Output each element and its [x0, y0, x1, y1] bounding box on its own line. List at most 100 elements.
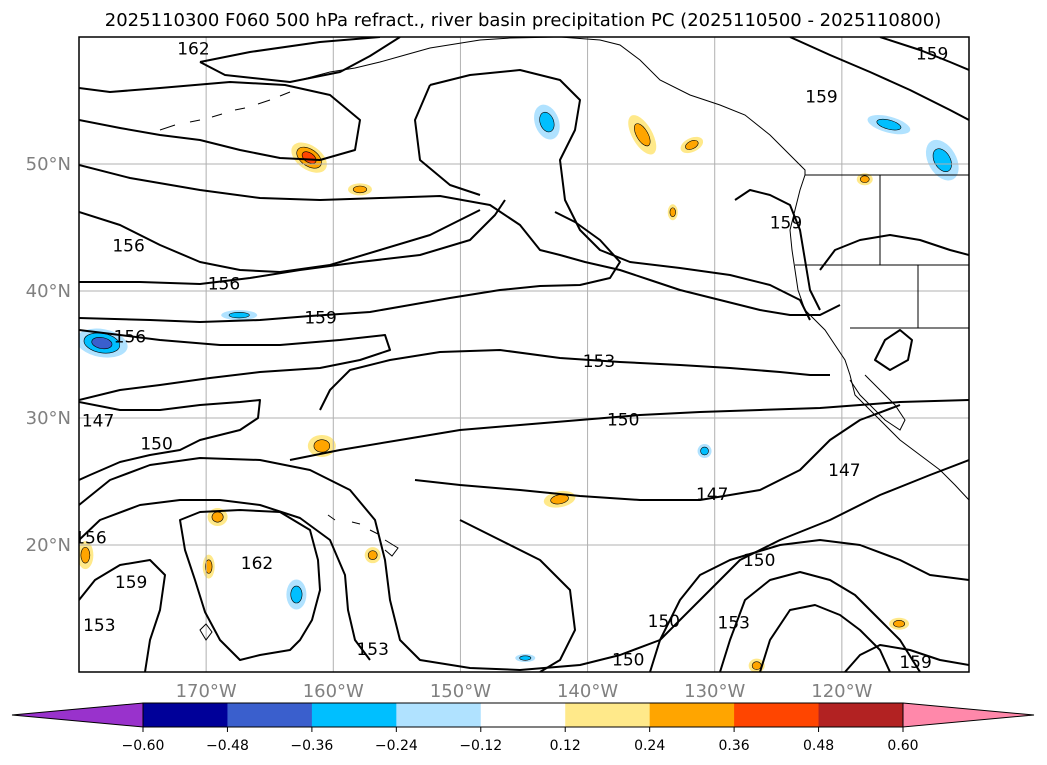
precip-anomaly	[364, 547, 381, 564]
colorbar-segment	[565, 703, 651, 727]
contour-line	[819, 234, 969, 271]
precip-anomaly	[79, 328, 128, 358]
coastlines	[159, 37, 969, 641]
hawaiian-islands	[327, 514, 399, 557]
precip-anomaly	[889, 617, 910, 630]
precip-anomaly	[291, 142, 327, 173]
contour-line	[459, 519, 576, 672]
anomaly-level	[685, 140, 699, 150]
precip-anomaly	[79, 541, 94, 570]
contour-label: 162	[241, 554, 273, 574]
colorbar-tick-label: 0.36	[719, 738, 750, 754]
north-america-west-coast	[789, 174, 969, 501]
anomaly-level	[367, 550, 378, 560]
us-border	[795, 175, 969, 329]
latitude-label: 40°N	[26, 281, 71, 302]
anomaly-level	[352, 185, 368, 194]
latitude-labels: 20°N 30°N 40°N 50°N	[26, 154, 71, 556]
colorbar-tick-label: −0.36	[290, 738, 333, 754]
anomaly-level	[228, 312, 250, 319]
contour-line	[649, 539, 969, 672]
contour-line	[179, 509, 321, 661]
contour-label: 162	[177, 39, 209, 59]
contour-line	[289, 399, 969, 461]
contour-line	[79, 209, 481, 273]
contour-label: 150	[648, 612, 680, 632]
precip-anomaly	[515, 654, 536, 663]
anomaly-level	[859, 175, 870, 183]
contour-line	[789, 37, 969, 121]
latitude-label: 30°N	[26, 408, 71, 429]
colorbar: −0.60 −0.48 −0.36 −0.24 −0.12 0.12 0.24 0.36 0.4…	[11, 702, 1035, 754]
longitude-labels: 170°W 160°W 150°W 140°W 130°W 120°W	[176, 681, 873, 702]
colorbar-ticks: −0.60 −0.48 −0.36 −0.24 −0.12 0.12 0.24 0.36 0.4…	[122, 727, 919, 754]
precip-anomaly	[667, 204, 678, 221]
colorbar-segments	[143, 703, 904, 727]
longitude-label: 170°W	[176, 681, 237, 702]
longitude-label: 150°W	[430, 681, 491, 702]
anomaly-level	[876, 118, 902, 131]
contour-line	[879, 37, 969, 71]
contour-label: 153	[356, 640, 388, 660]
colorbar-segment	[311, 703, 397, 727]
colorbar-tick-label: −0.24	[375, 738, 418, 754]
precip-anomaly	[628, 115, 657, 155]
colorbar-tick-label: 0.60	[887, 738, 918, 754]
baja-california	[849, 374, 906, 431]
contour-line	[844, 644, 969, 672]
contour-label: 159	[916, 45, 948, 65]
contour-label: 156	[114, 328, 146, 348]
precip-anomaly	[221, 310, 258, 321]
precip-anomaly	[202, 554, 215, 579]
colorbar-over-extension	[902, 702, 1035, 728]
anomaly-level	[91, 337, 113, 350]
alaska-coastline	[299, 37, 969, 176]
map-frame	[78, 36, 970, 673]
contour-line	[79, 81, 361, 161]
precip-anomaly	[925, 139, 959, 181]
contour-line	[414, 404, 901, 501]
small-island	[199, 623, 213, 641]
longitude-label: 140°W	[557, 681, 618, 702]
contour-label: 150	[612, 650, 644, 670]
longitude-label: 160°W	[303, 681, 364, 702]
colorbar-frame	[142, 702, 904, 728]
colorbar-tick-label: −0.60	[122, 738, 165, 754]
anomaly-level	[539, 111, 555, 133]
precip-anomaly	[856, 173, 873, 186]
contour-line	[79, 164, 841, 316]
contour-label: 153	[83, 616, 115, 636]
contour-label: 147	[82, 412, 114, 432]
latitude-label: 50°N	[26, 154, 71, 175]
precip-anomaly	[697, 444, 712, 459]
longitude-label: 120°W	[811, 681, 872, 702]
contour-line	[79, 559, 166, 672]
colorbar-segment	[734, 703, 820, 727]
contour-line	[79, 457, 969, 671]
longitude-label: 130°W	[684, 681, 745, 702]
contour-label: 159	[304, 309, 336, 329]
contour-line	[734, 189, 821, 311]
anomaly-level	[519, 655, 532, 661]
anomaly-level	[634, 123, 651, 147]
contour-line	[414, 84, 481, 196]
map-title: 2025110300 F060 500 hPa refract., river …	[105, 10, 941, 31]
anomaly-level	[700, 446, 709, 456]
colorbar-tick-label: −0.48	[206, 738, 249, 754]
colorbar-segment	[227, 703, 313, 727]
contour-label: 153	[718, 613, 750, 633]
colorbar-tick-label: 0.48	[803, 738, 834, 754]
colorbar-under-extension	[11, 702, 144, 728]
colorbar-segment	[818, 703, 904, 727]
contour-label: 156	[208, 274, 240, 294]
colorbar-tick-label: 0.12	[550, 738, 581, 754]
contour-label: 159	[899, 653, 931, 673]
contour-label: 159	[115, 573, 147, 593]
colorbar-segment	[396, 703, 482, 727]
anomaly-level	[313, 439, 331, 453]
colorbar-tick-label: 0.24	[634, 738, 665, 754]
colorbar-tick-label: −0.12	[459, 738, 502, 754]
contour-label: 156	[112, 236, 144, 256]
colorbar-segment	[143, 703, 228, 727]
